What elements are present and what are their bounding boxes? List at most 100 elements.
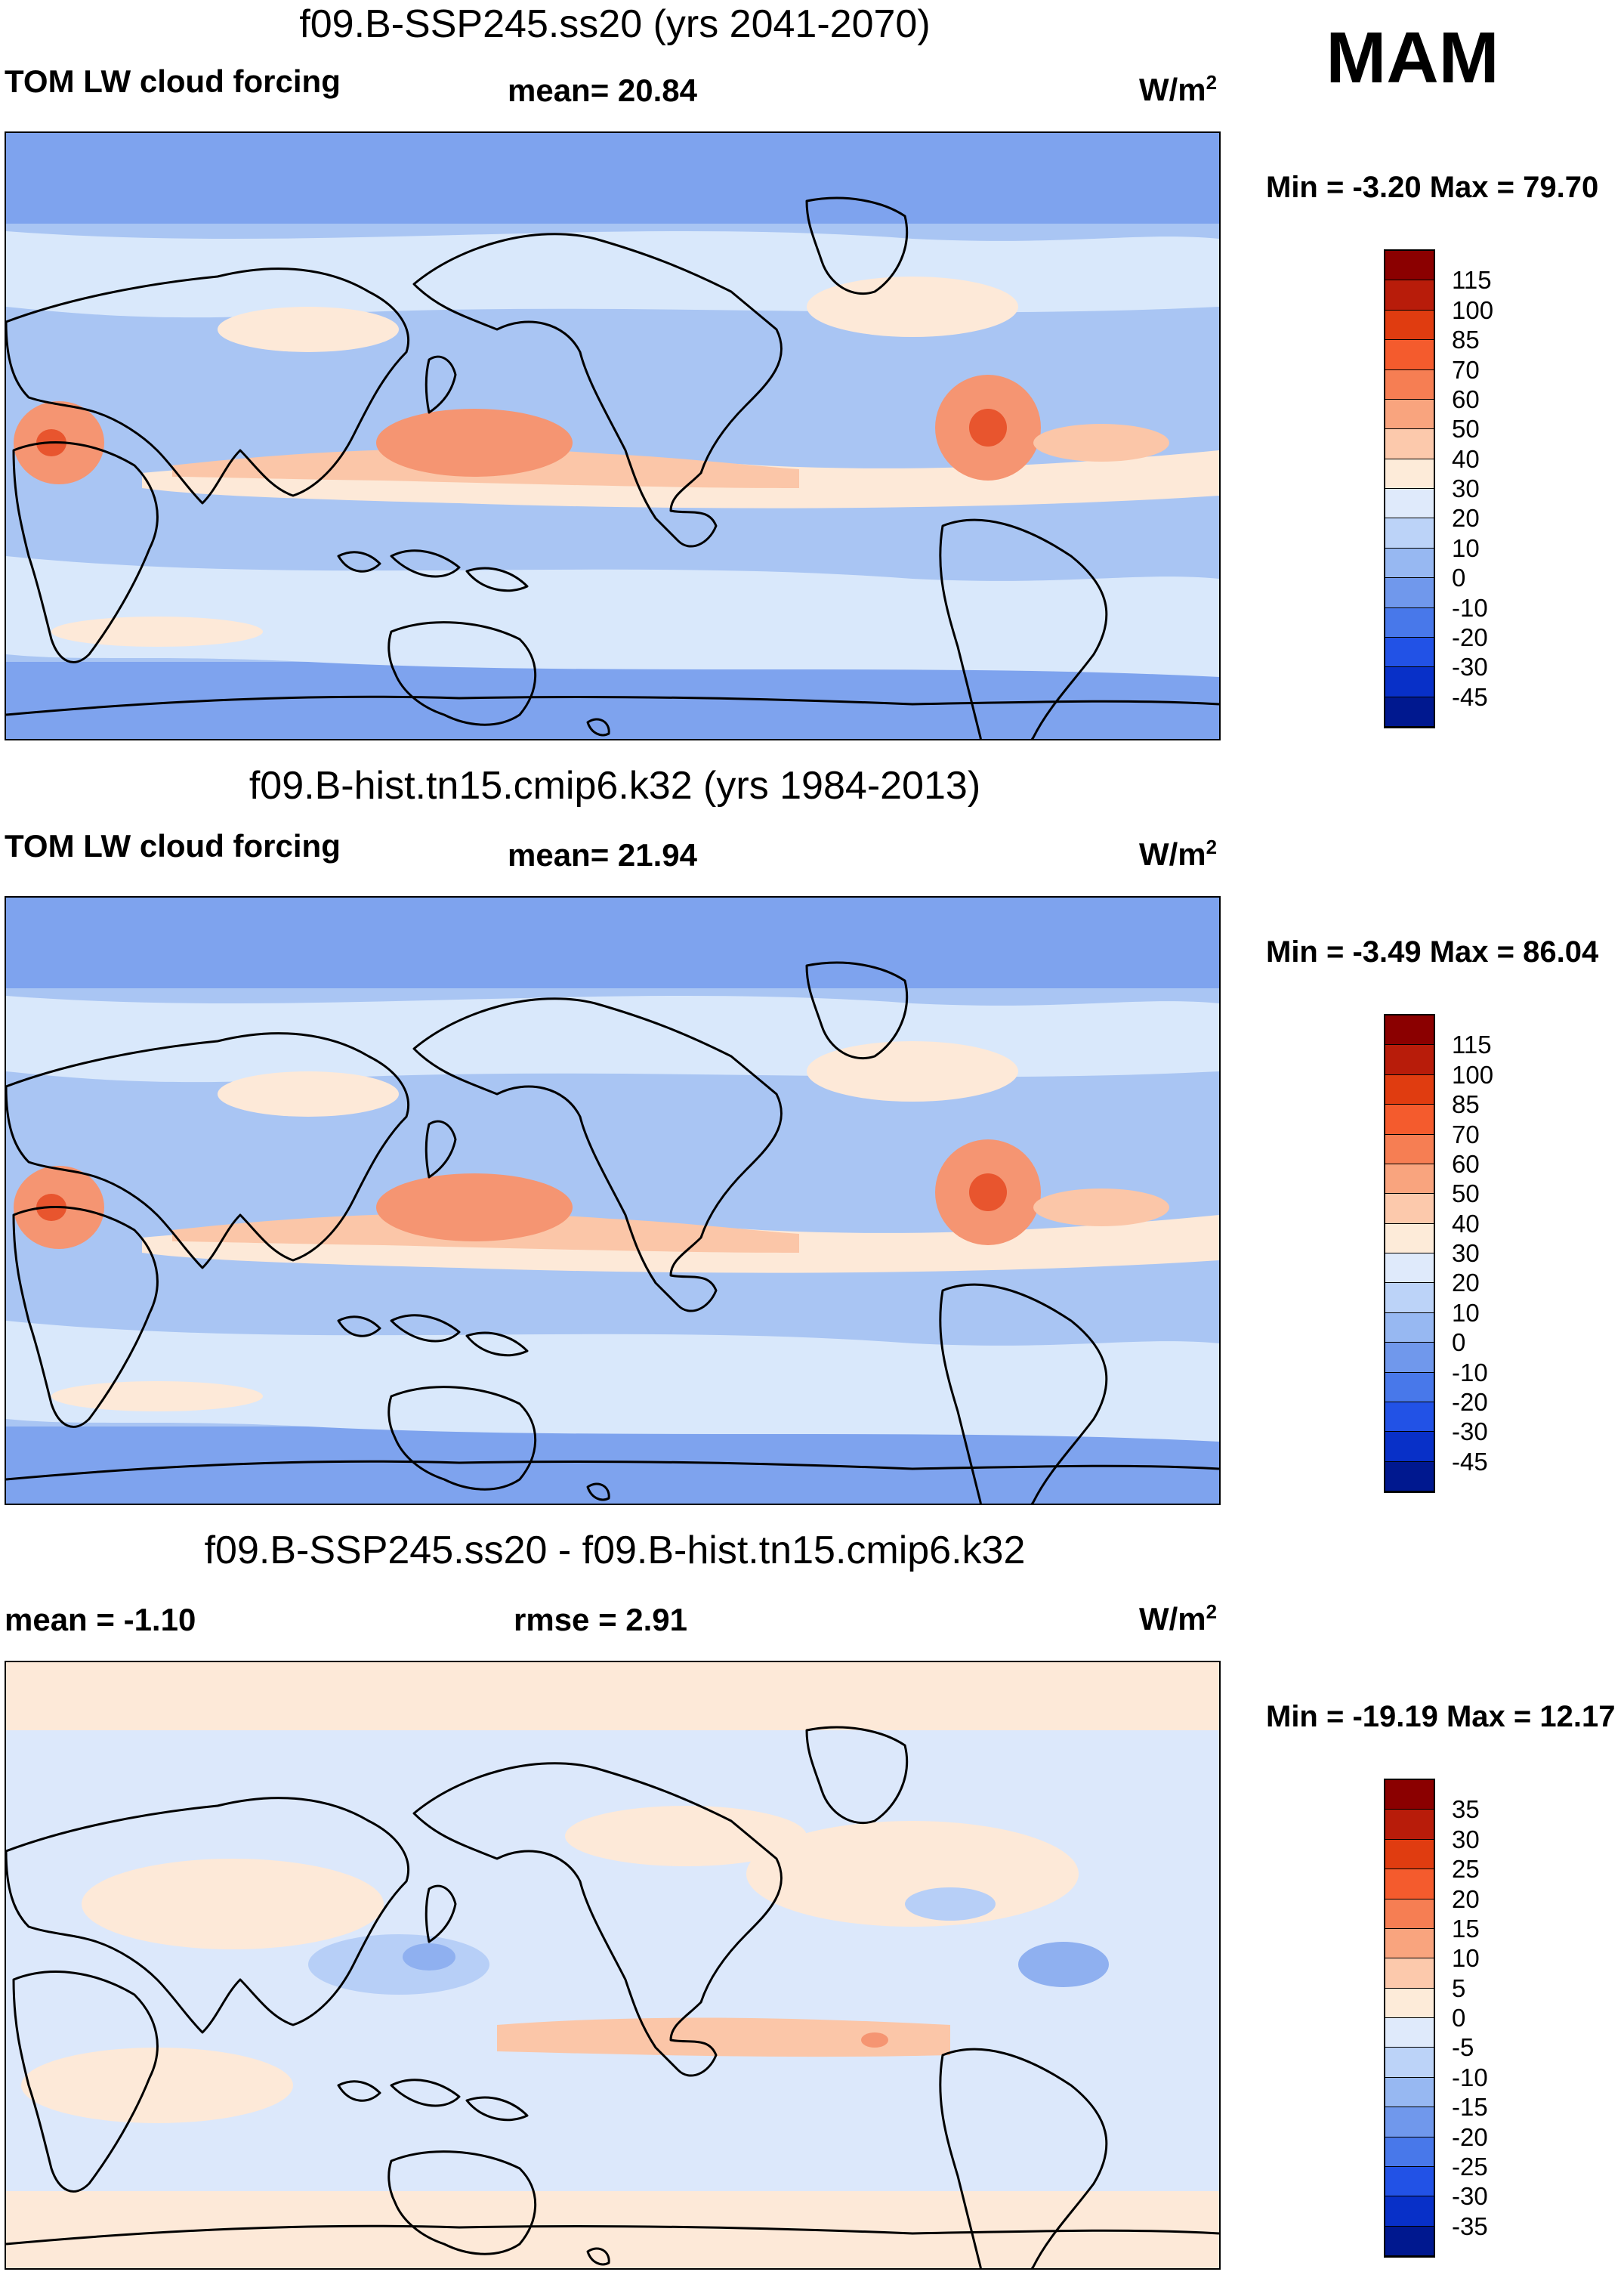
colorbar-tick-label: 10 — [1452, 1298, 1480, 1327]
colorbar-box — [1385, 2018, 1434, 2048]
coastline — [12, 1971, 159, 2193]
colorbar-tick-label: 10 — [1452, 533, 1480, 562]
coastline — [586, 1482, 610, 1501]
colorbar-box — [1385, 1343, 1434, 1373]
colorbar-tick-label: -30 — [1452, 1417, 1488, 1446]
colorbar-tick-label: 70 — [1452, 355, 1480, 384]
coastline — [412, 233, 783, 548]
panel-2-variable-label: TOM LW cloud forcing — [5, 828, 341, 864]
coastline — [12, 1206, 159, 1428]
colorbar-box — [1385, 1402, 1434, 1433]
colorbar-tick-label: 25 — [1452, 1855, 1480, 1884]
colorbar-box — [1385, 1839, 1434, 1870]
panel-2-min-max: Min = -3.49 Max = 86.04 — [1266, 935, 1599, 969]
colorbar-box — [1385, 1164, 1434, 1195]
colorbar-box — [1385, 1928, 1434, 1959]
panel-3-rmse-label: rmse = 2.91 — [514, 1602, 688, 1637]
coastline — [939, 518, 1108, 739]
colorbar-box — [1385, 518, 1434, 549]
panel-3-map — [5, 1661, 1221, 2270]
colorbar-box — [1385, 340, 1434, 370]
coastline — [337, 551, 381, 573]
colorbar-tick-label: 40 — [1452, 1209, 1480, 1238]
coastline — [425, 1120, 457, 1179]
colorbar-tick-label: 50 — [1452, 415, 1480, 444]
colorbar-tick-label: 20 — [1452, 1269, 1480, 1297]
colorbar-tick-label: -45 — [1452, 1447, 1488, 1476]
colorbar-box — [1385, 1074, 1434, 1105]
colorbar-box — [1385, 369, 1434, 400]
colorbar-tick-label: 30 — [1452, 1239, 1480, 1267]
colorbar-tick-label: 100 — [1452, 295, 1494, 324]
colorbar-tick-label: -45 — [1452, 682, 1488, 711]
coastline — [390, 549, 461, 578]
panel-3-map-canvas — [6, 1662, 1219, 2268]
colorbar-tick-label: 20 — [1452, 1884, 1480, 1913]
colorbar-tick-label: 30 — [1452, 1825, 1480, 1853]
panel-2-colorbar — [1384, 1014, 1435, 1493]
panel-2-mean-label: mean= 21.94 — [508, 837, 698, 873]
coastline — [390, 1314, 461, 1343]
coastline — [12, 441, 159, 663]
colorbar-box — [1385, 2107, 1434, 2137]
coastline — [586, 2247, 610, 2266]
colorbar-box — [1385, 2048, 1434, 2078]
colorbar-tick-label: 0 — [1452, 564, 1466, 592]
colorbar-box — [1385, 2226, 1434, 2256]
colorbar-box — [1385, 310, 1434, 341]
coastline — [465, 1331, 529, 1357]
coastline — [387, 621, 537, 726]
colorbar-box — [1385, 1253, 1434, 1284]
panel-2-map — [5, 896, 1221, 1505]
colorbar-tick-label: 40 — [1452, 444, 1480, 473]
colorbar-box — [1385, 1461, 1434, 1491]
colorbar-box — [1385, 1194, 1434, 1224]
colorbar-tick-label: 60 — [1452, 1149, 1480, 1178]
colorbar-box — [1385, 1869, 1434, 1899]
colorbar-box — [1385, 697, 1434, 727]
colorbar-tick-label: -20 — [1452, 623, 1488, 651]
coastline — [425, 355, 457, 414]
colorbar-box — [1385, 2196, 1434, 2227]
colorbar-box — [1385, 2137, 1434, 2167]
colorbar-tick-label: -15 — [1452, 2093, 1488, 2122]
colorbar-tick-label: 20 — [1452, 504, 1480, 533]
coastline — [805, 1726, 909, 1825]
colorbar-box — [1385, 578, 1434, 608]
panel-1-min-max: Min = -3.20 Max = 79.70 — [1266, 171, 1599, 204]
coastline — [425, 1884, 457, 1943]
coastline — [6, 1032, 410, 1269]
colorbar-tick-label: 10 — [1452, 1944, 1480, 1973]
coastline — [6, 1460, 1219, 1481]
panel-1-mean-label: mean= 20.84 — [508, 73, 698, 108]
panel-1-title: f09.B-SSP245.ss20 (yrs 2041-2070) — [299, 2, 931, 46]
colorbar-box — [1385, 429, 1434, 459]
season-label: MAM — [1326, 17, 1499, 98]
coastline — [939, 2048, 1108, 2268]
coastline — [805, 961, 909, 1060]
coastline — [337, 1315, 381, 1337]
colorbar-tick-label: 100 — [1452, 1060, 1494, 1089]
colorbar-tick-label: -30 — [1452, 2182, 1488, 2211]
panel-2-map-canvas — [6, 898, 1219, 1504]
colorbar-box — [1385, 1312, 1434, 1343]
colorbar-tick-label: -25 — [1452, 2152, 1488, 2181]
colorbar-box — [1385, 2077, 1434, 2108]
panel-1-variable-label: TOM LW cloud forcing — [5, 63, 341, 99]
colorbar-tick-label: 50 — [1452, 1179, 1480, 1208]
colorbar-tick-label: 0 — [1452, 2004, 1466, 2032]
colorbar-box — [1385, 667, 1434, 697]
panel-3-title: f09.B-SSP245.ss20 - f09.B-hist.tn15.cmip… — [204, 1529, 1026, 1572]
colorbar-tick-label: -20 — [1452, 2122, 1488, 2151]
colorbar-tick-label: -20 — [1452, 1387, 1488, 1416]
colorbar-tick-label: 15 — [1452, 1914, 1480, 1943]
coastline — [412, 1762, 783, 2077]
panel-1-map-canvas — [6, 133, 1219, 739]
coastline — [465, 2096, 529, 2122]
colorbar-box — [1385, 489, 1434, 519]
colorbar-tick-label: 30 — [1452, 474, 1480, 502]
colorbar-box — [1385, 459, 1434, 489]
colorbar-box — [1385, 1810, 1434, 1840]
colorbar-tick-label: -10 — [1452, 1358, 1488, 1386]
colorbar-tick-label: -5 — [1452, 2033, 1474, 2062]
